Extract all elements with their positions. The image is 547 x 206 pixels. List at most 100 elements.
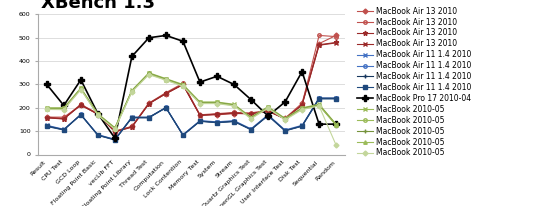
MacBook 2010-05 xyxy=(248,116,254,119)
MacBook Air 13 2010 xyxy=(78,103,84,105)
MacBook Air 11 1.4 2010 xyxy=(61,128,67,131)
MacBook 2010-05 xyxy=(129,89,135,91)
MacBook Air 13 2010 xyxy=(129,125,135,128)
MacBook Air 13 2010 xyxy=(333,41,339,44)
MacBook Air 11 1.4 2010 xyxy=(316,97,322,99)
MacBook 2010-05 xyxy=(231,105,237,107)
MacBook 2010-05 xyxy=(162,78,169,81)
MacBook Pro 17 2010-04 xyxy=(179,40,186,42)
MacBook Air 11 1.4 2010 xyxy=(214,121,220,123)
MacBook Air 11 1.4 2010 xyxy=(333,97,339,100)
MacBook Air 11 1.4 2010 xyxy=(231,119,237,122)
MacBook 2010-05 xyxy=(61,107,67,110)
MacBook Air 11 1.4 2010 xyxy=(129,116,135,118)
Line: MacBook Air 11 1.4 2010: MacBook Air 11 1.4 2010 xyxy=(44,96,339,142)
MacBook Air 13 2010 xyxy=(214,113,220,115)
MacBook 2010-05 xyxy=(265,106,271,109)
MacBook Air 11 1.4 2010 xyxy=(333,98,339,100)
MacBook Air 13 2010 xyxy=(146,103,152,105)
MacBook Air 13 2010 xyxy=(265,109,271,111)
MacBook Pro 17 2010-04 xyxy=(44,83,50,86)
MacBook Air 13 2010 xyxy=(61,116,67,118)
MacBook Air 13 2010 xyxy=(95,112,101,115)
MacBook Air 13 2010 xyxy=(214,114,220,116)
MacBook 2010-05 xyxy=(214,101,220,104)
MacBook 2010-05 xyxy=(146,72,152,75)
MacBook Air 11 1.4 2010 xyxy=(248,128,254,131)
Line: MacBook Air 13 2010: MacBook Air 13 2010 xyxy=(45,41,338,134)
MacBook 2010-05 xyxy=(179,84,186,86)
MacBook Air 13 2010 xyxy=(112,130,118,132)
MacBook Air 11 1.4 2010 xyxy=(248,128,254,131)
MacBook Air 11 1.4 2010 xyxy=(146,117,152,119)
MacBook 2010-05 xyxy=(197,102,203,105)
MacBook Air 13 2010 xyxy=(95,113,101,115)
MacBook Air 13 2010 xyxy=(214,112,220,115)
MacBook Air 13 2010 xyxy=(179,83,186,86)
MacBook 2010-05 xyxy=(44,108,50,111)
MacBook Air 13 2010 xyxy=(282,118,288,120)
MacBook 2010-05 xyxy=(61,107,67,109)
MacBook 2010-05 xyxy=(112,127,118,130)
MacBook 2010-05 xyxy=(214,102,220,104)
Line: MacBook 2010-05: MacBook 2010-05 xyxy=(45,72,338,131)
MacBook Air 11 1.4 2010 xyxy=(44,124,50,126)
MacBook 2010-05 xyxy=(197,102,203,104)
MacBook Air 13 2010 xyxy=(316,44,322,47)
MacBook Air 11 1.4 2010 xyxy=(265,114,271,116)
MacBook Air 11 1.4 2010 xyxy=(44,125,50,127)
MacBook Air 13 2010 xyxy=(197,114,203,116)
MacBook Air 13 2010 xyxy=(112,130,118,133)
MacBook Air 13 2010 xyxy=(231,112,237,115)
MacBook Air 11 1.4 2010 xyxy=(316,98,322,100)
MacBook Air 13 2010 xyxy=(162,91,169,94)
MacBook 2010-05 xyxy=(333,124,339,126)
MacBook Air 13 2010 xyxy=(44,117,50,119)
MacBook 2010-05 xyxy=(95,113,101,115)
MacBook Air 13 2010 xyxy=(282,118,288,120)
MacBook 2010-05 xyxy=(95,112,101,115)
MacBook Air 11 1.4 2010 xyxy=(282,129,288,131)
MacBook Air 11 1.4 2010 xyxy=(162,106,169,109)
MacBook Air 11 1.4 2010 xyxy=(112,138,118,141)
MacBook 2010-05 xyxy=(248,117,254,119)
MacBook Air 13 2010 xyxy=(78,104,84,106)
MacBook 2010-05 xyxy=(112,128,118,131)
MacBook 2010-05 xyxy=(146,73,152,75)
MacBook 2010-05 xyxy=(214,101,220,103)
MacBook Air 11 1.4 2010 xyxy=(214,122,220,124)
MacBook 2010-05 xyxy=(112,127,118,129)
MacBook Air 13 2010 xyxy=(179,82,186,84)
MacBook Air 13 2010 xyxy=(95,113,101,116)
MacBook Air 13 2010 xyxy=(248,112,254,115)
Line: MacBook 2010-05: MacBook 2010-05 xyxy=(44,71,339,131)
MacBook Air 11 1.4 2010 xyxy=(61,129,67,131)
MacBook 2010-05 xyxy=(333,124,339,126)
MacBook 2010-05 xyxy=(129,91,135,93)
MacBook Air 11 1.4 2010 xyxy=(112,139,118,141)
MacBook 2010-05 xyxy=(299,107,305,110)
MacBook Air 11 1.4 2010 xyxy=(78,114,84,116)
MacBook 2010-05 xyxy=(333,123,339,126)
MacBook 2010-05 xyxy=(282,118,288,120)
MacBook Air 11 1.4 2010 xyxy=(95,134,101,136)
MacBook Air 13 2010 xyxy=(265,110,271,112)
MacBook Air 11 1.4 2010 xyxy=(197,120,203,123)
MacBook 2010-05 xyxy=(231,103,237,105)
MacBook 2010-05 xyxy=(265,107,271,110)
MacBook 2010-05 xyxy=(44,108,50,110)
MacBook Air 11 1.4 2010 xyxy=(316,97,322,100)
Legend: MacBook Air 13 2010, MacBook Air 13 2010, MacBook Air 13 2010, MacBook Air 13 20: MacBook Air 13 2010, MacBook Air 13 2010… xyxy=(357,6,472,158)
MacBook 2010-05 xyxy=(299,108,305,110)
MacBook Air 13 2010 xyxy=(231,112,237,114)
MacBook 2010-05 xyxy=(44,107,50,110)
MacBook Pro 17 2010-04 xyxy=(78,78,84,81)
MacBook 2010-05 xyxy=(282,118,288,121)
MacBook Air 11 1.4 2010 xyxy=(265,114,271,117)
MacBook Pro 17 2010-04 xyxy=(95,112,101,115)
MacBook Air 13 2010 xyxy=(162,92,169,95)
MacBook Air 13 2010 xyxy=(112,130,118,132)
MacBook 2010-05 xyxy=(179,83,186,86)
MacBook 2010-05 xyxy=(265,107,271,109)
Line: MacBook Pro 17 2010-04: MacBook Pro 17 2010-04 xyxy=(44,33,339,141)
